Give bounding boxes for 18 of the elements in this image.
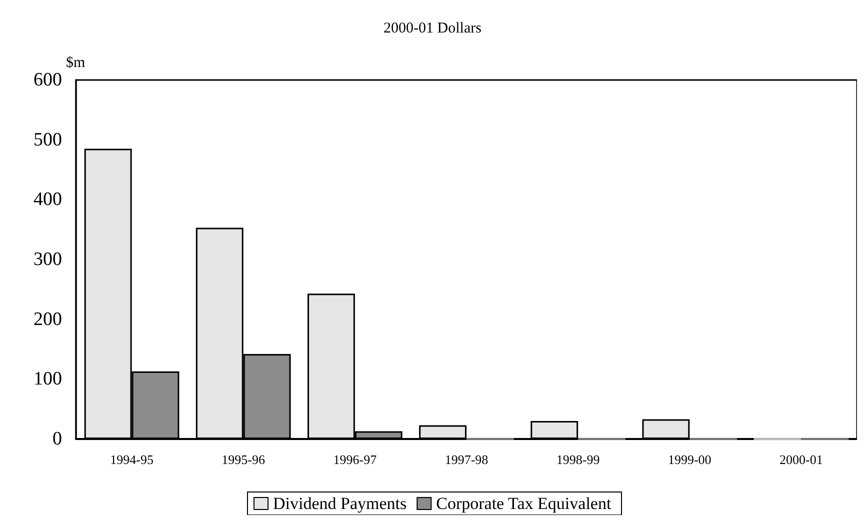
- x-tick-label: 1999-00: [668, 452, 712, 467]
- y-tick-label: 200: [34, 308, 62, 330]
- y-tick-label: 400: [34, 189, 62, 210]
- x-tick-label: 1995-96: [222, 452, 266, 467]
- y-tick-label: 500: [34, 129, 62, 150]
- y-tick-label: 0: [52, 428, 62, 450]
- x-tick-label: 1994-95: [110, 452, 154, 467]
- legend-label: Dividend Payments: [273, 494, 407, 513]
- y-tick-label: 600: [34, 70, 62, 90]
- x-tick-label: 1997-98: [444, 452, 488, 467]
- chart-title: 2000-01 Dollars: [384, 20, 482, 36]
- y-tick-label: 100: [34, 368, 62, 390]
- legend-label: Corporate Tax Equivalent: [436, 494, 612, 513]
- x-tick-label: 2000-01: [780, 452, 823, 467]
- x-tick-label: 1998-99: [556, 452, 600, 467]
- y-axis-title: $m: [66, 55, 86, 72]
- y-tick-label: 300: [34, 249, 62, 270]
- x-tick-label: 1996-97: [333, 452, 378, 467]
